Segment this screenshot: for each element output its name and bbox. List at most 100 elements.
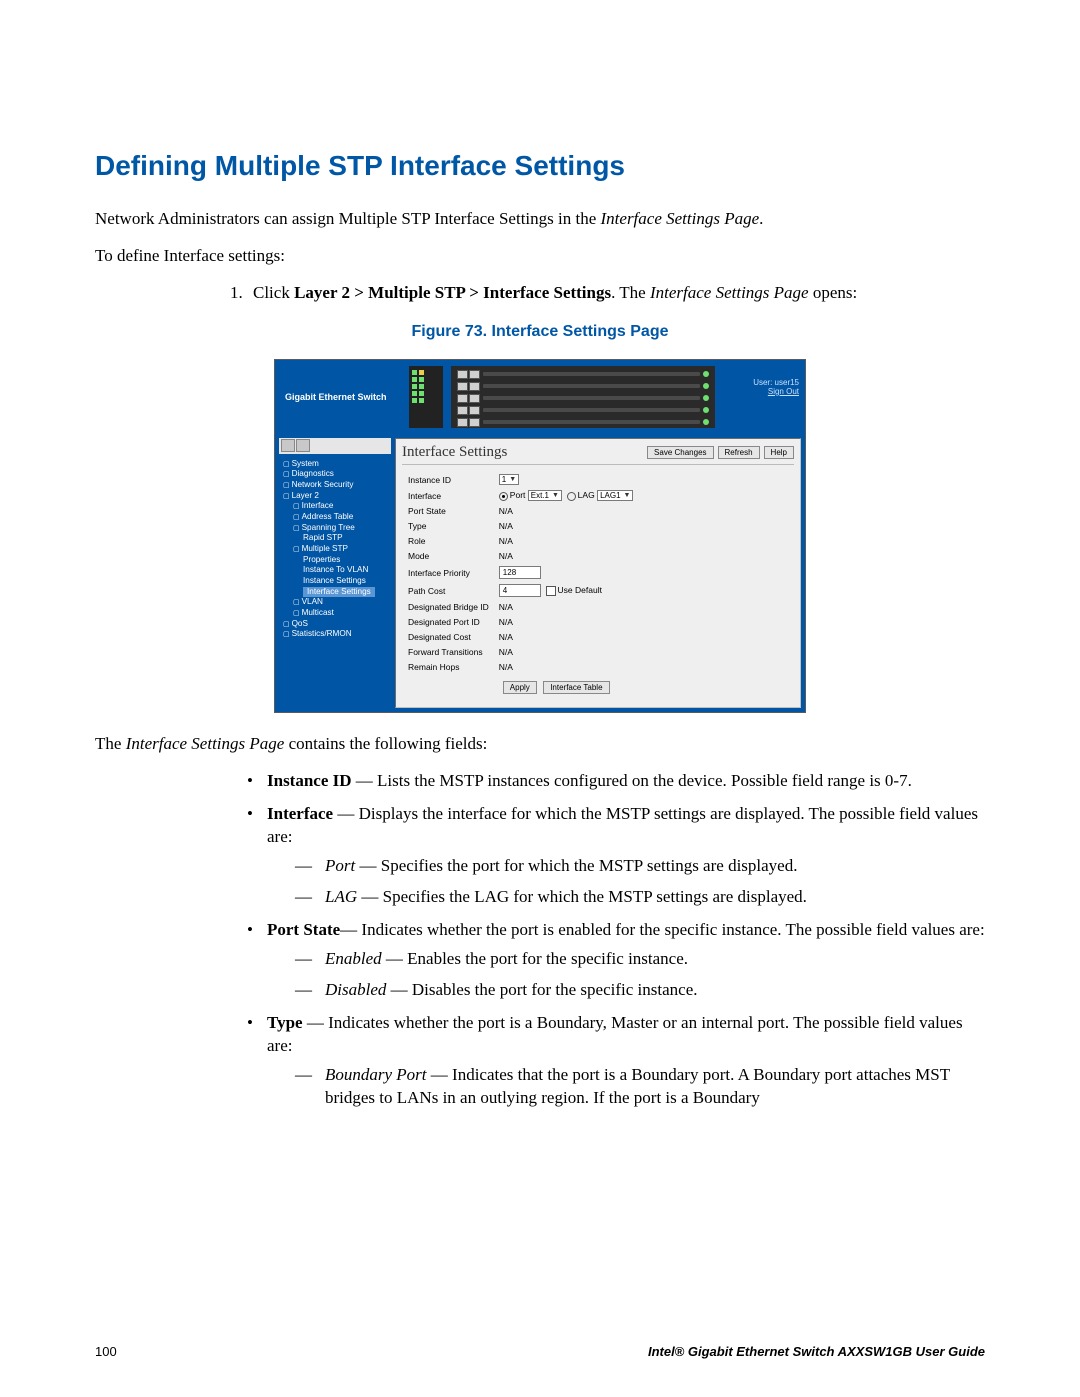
tree-multiple-stp[interactable]: Multiple STP (283, 544, 387, 555)
tree-address-table[interactable]: Address Table (283, 512, 387, 523)
chevron-down-icon: ▼ (509, 476, 516, 483)
step1-e: opens: (809, 283, 858, 302)
field-term: Interface (267, 804, 333, 823)
apply-button[interactable]: Apply (503, 681, 537, 694)
main-panel: Interface Settings Save Changes Refresh … (395, 438, 801, 709)
lag-radio-label: LAG (578, 490, 595, 500)
user-info: User: user15 Sign Out (719, 360, 805, 434)
tree-instance-to-vlan[interactable]: Instance To VLAN (283, 565, 387, 576)
screenshot-header: Gigabit Ethernet Switch User: user1 (275, 360, 805, 434)
tree-selected: Interface Settings (303, 587, 375, 598)
subfield-disabled: Disabled — Disables the port for the spe… (295, 979, 985, 1002)
post-fig-a: The (95, 734, 126, 753)
tree-instance-settings[interactable]: Instance Settings (283, 576, 387, 587)
instance-id-select[interactable]: 1▼ (499, 474, 519, 485)
interface-table-button[interactable]: Interface Table (543, 681, 609, 694)
dpid-value: N/A (495, 616, 638, 629)
priority-label: Interface Priority (404, 565, 493, 581)
field-term: Type (267, 1013, 303, 1032)
tree-interface[interactable]: Interface (283, 501, 387, 512)
dcost-label: Designated Cost (404, 631, 493, 644)
tree-properties[interactable]: Properties (283, 555, 387, 566)
nav-tab-icon[interactable] (281, 439, 295, 452)
sub-list: Enabled — Enables the port for the speci… (267, 948, 985, 1002)
tree-vlan[interactable]: VLAN (283, 597, 387, 608)
steps-list: Click Layer 2 > Multiple STP > Interface… (95, 282, 985, 305)
step-1: Click Layer 2 > Multiple STP > Interface… (247, 282, 985, 305)
field-desc: — Indicates whether the port is enabled … (340, 920, 985, 939)
path-cost-label: Path Cost (404, 583, 493, 599)
fields-list: Instance ID — Lists the MSTP instances c… (95, 770, 985, 1109)
sub-desc: — Enables the port for the specific inst… (382, 949, 688, 968)
refresh-button[interactable]: Refresh (718, 446, 760, 459)
tree-rapid-stp[interactable]: Rapid STP (283, 533, 387, 544)
field-term: Instance ID (267, 771, 352, 790)
document-page: Defining Multiple STP Interface Settings… (0, 0, 1080, 1397)
tree-spanning-tree[interactable]: Spanning Tree (283, 523, 387, 534)
tree-statistics[interactable]: Statistics/RMON (283, 629, 387, 640)
tree-diagnostics[interactable]: Diagnostics (283, 469, 387, 480)
lag-radio[interactable] (567, 492, 576, 501)
lead-in: To define Interface settings: (95, 245, 985, 268)
field-interface: Interface — Displays the interface for w… (247, 803, 985, 909)
subfield-port: Port — Specifies the port for which the … (295, 855, 985, 878)
tree-multicast[interactable]: Multicast (283, 608, 387, 619)
use-default-checkbox[interactable] (546, 586, 556, 596)
sub-desc: — Disables the port for the specific ins… (386, 980, 697, 999)
port-select[interactable]: Ext.1▼ (528, 490, 562, 501)
dcost-value: N/A (495, 631, 638, 644)
tree-qos[interactable]: QoS (283, 619, 387, 630)
port-state-value: N/A (495, 505, 638, 518)
panel-title: Interface Settings (402, 444, 643, 461)
sub-term: Enabled (325, 949, 382, 968)
tree-interface-settings[interactable]: Interface Settings (283, 587, 387, 598)
path-cost-input[interactable]: 4 (499, 584, 541, 597)
device-diagram (451, 366, 715, 428)
page-number: 100 (95, 1344, 117, 1359)
port-radio[interactable] (499, 492, 508, 501)
sign-out-link[interactable]: Sign Out (719, 387, 799, 396)
subfield-lag: LAG — Specifies the LAG for which the MS… (295, 886, 985, 909)
page-footer: 100 Intel® Gigabit Ethernet Switch AXXSW… (95, 1344, 985, 1359)
tree-layer2[interactable]: Layer 2 (283, 491, 387, 502)
sub-term: Boundary Port (325, 1065, 427, 1084)
sub-term: LAG (325, 887, 357, 906)
tree-network-security[interactable]: Network Security (283, 480, 387, 491)
post-fig-b: Interface Settings Page (126, 734, 285, 753)
type-value: N/A (495, 520, 638, 533)
rhops-value: N/A (495, 661, 638, 674)
nav-tree: System Diagnostics Network Security Laye… (279, 457, 391, 650)
tree-system[interactable]: System (283, 459, 387, 470)
field-desc: — Displays the interface for which the M… (267, 804, 978, 846)
ftran-value: N/A (495, 646, 638, 659)
help-button[interactable]: Help (764, 446, 794, 459)
save-changes-button[interactable]: Save Changes (647, 446, 713, 459)
port-state-label: Port State (404, 505, 493, 518)
sub-list: Boundary Port — Indicates that the port … (267, 1064, 985, 1110)
intro-text-a: Network Administrators can assign Multip… (95, 209, 601, 228)
nav-panel: System Diagnostics Network Security Laye… (279, 438, 391, 709)
role-value: N/A (495, 535, 638, 548)
chevron-down-icon: ▼ (624, 492, 631, 499)
page-heading: Defining Multiple STP Interface Settings (95, 150, 985, 182)
device-brand: Gigabit Ethernet Switch (275, 360, 405, 434)
sub-term: Disabled (325, 980, 386, 999)
rhops-label: Remain Hops (404, 661, 493, 674)
lag-select[interactable]: LAG1▼ (597, 490, 633, 501)
step1-page-name: Interface Settings Page (650, 283, 809, 302)
nav-tab-icon[interactable] (296, 439, 310, 452)
field-desc: — Lists the MSTP instances configured on… (352, 771, 912, 790)
user-label: User: user15 (753, 378, 799, 387)
instance-id-value: 1 (502, 475, 506, 484)
subfield-boundary-port: Boundary Port — Indicates that the port … (295, 1064, 985, 1110)
settings-form: Instance ID 1▼ Interface Port Ext.1▼ LAG… (402, 471, 639, 696)
port-value: Ext.1 (531, 491, 549, 500)
step1-nav-path: Layer 2 > Multiple STP > Interface Setti… (294, 283, 611, 302)
intro-text-italic: Interface Settings Page (601, 209, 760, 228)
ftran-label: Forward Transitions (404, 646, 493, 659)
sub-desc: — Specifies the port for which the MSTP … (355, 856, 797, 875)
field-port-state: Port State— Indicates whether the port i… (247, 919, 985, 1002)
dbid-label: Designated Bridge ID (404, 601, 493, 614)
priority-input[interactable]: 128 (499, 566, 541, 579)
interface-label: Interface (404, 489, 493, 503)
